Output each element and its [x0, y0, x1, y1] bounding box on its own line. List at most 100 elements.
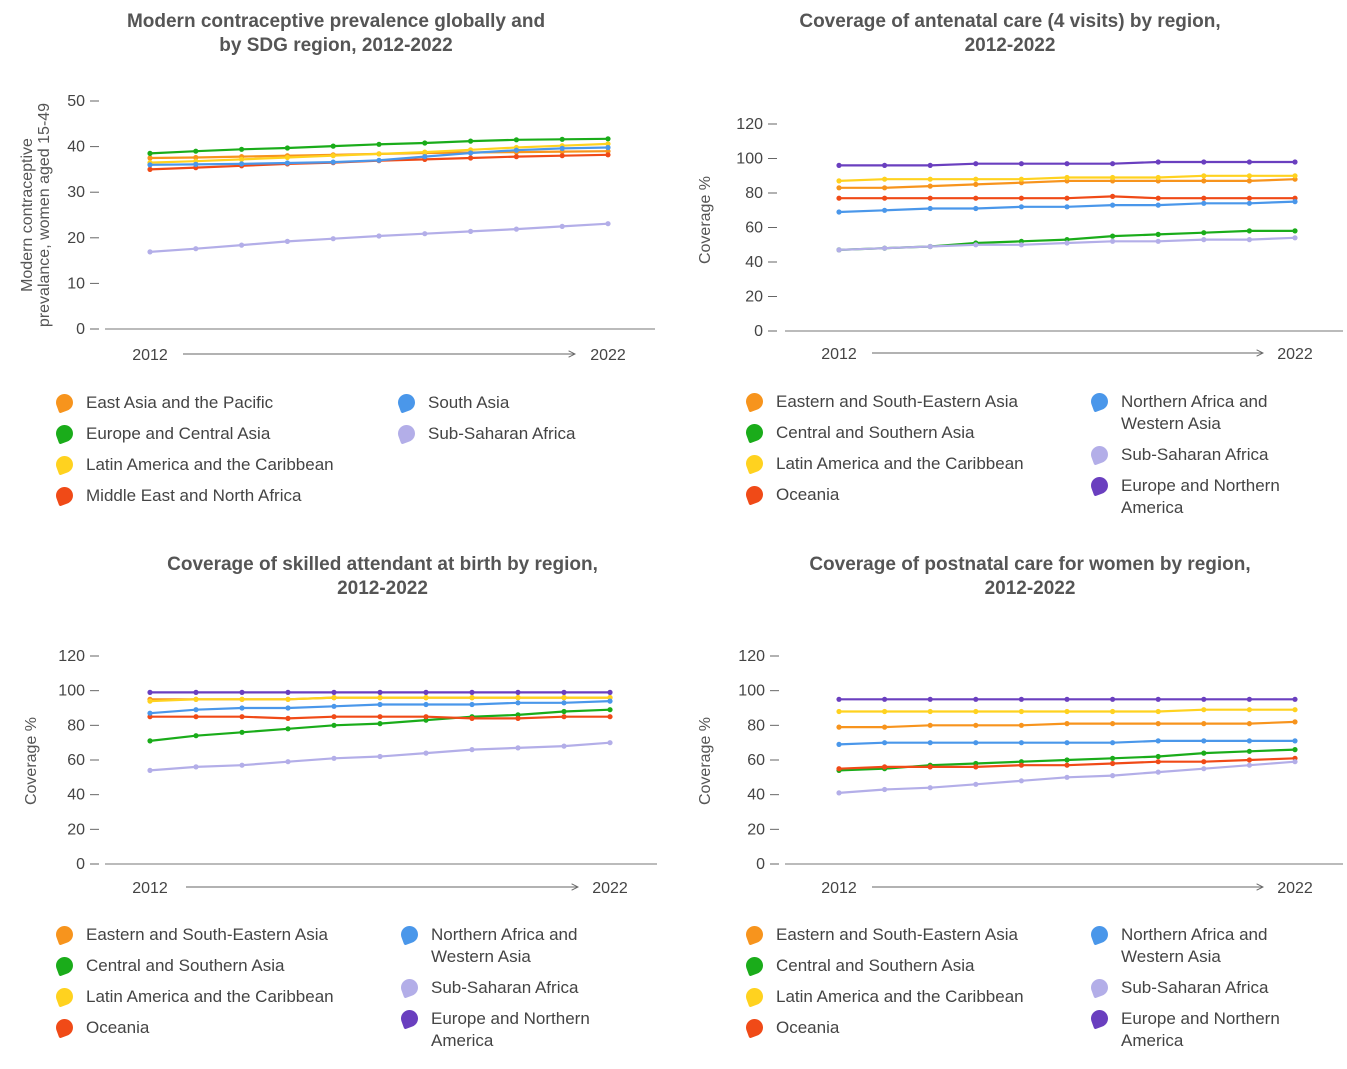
legend-swatch-icon: [743, 452, 766, 475]
data-point: [284, 160, 290, 166]
legend-label: Europe and Northern America: [1121, 476, 1280, 517]
series-south-asia: [147, 144, 611, 168]
data-point: [1155, 753, 1161, 760]
legend-item-oceania: Oceania: [53, 1016, 386, 1039]
chart-title-line-2: 2012-2022: [984, 578, 1076, 599]
data-point: [423, 701, 429, 708]
legend-swatch-icon: [395, 391, 418, 414]
legend-label: Oceania: [776, 485, 840, 504]
data-point: [882, 195, 888, 201]
y-axis-label: Coverage %: [697, 717, 714, 805]
legend-item-middle-east-and-north-africa: Middle East and North Africa: [53, 484, 386, 507]
legend-item-sub-saharan-africa: Sub-Saharan Africa: [398, 976, 616, 999]
data-point: [239, 696, 245, 702]
chart-title-line-1: Modern contraceptive prevalence globally…: [126, 11, 546, 32]
data-point: [1201, 766, 1207, 772]
data-point: [1246, 200, 1252, 206]
data-point: [836, 247, 842, 253]
data-point: [239, 705, 245, 711]
data-point: [1155, 202, 1161, 208]
data-point: [1292, 719, 1298, 725]
data-point: [1201, 178, 1207, 184]
data-point: [836, 724, 842, 730]
data-point: [1064, 757, 1070, 763]
data-point: [561, 695, 567, 701]
data-point: [513, 226, 520, 232]
legend-swatch-icon: [398, 976, 421, 999]
line-chart: 0 20 40 60 80 100 120 Coverage % 2012 2022: [697, 648, 1343, 897]
legend-item-eastern-and-south-eastern-asia: Eastern and South-Eastern Asia: [53, 923, 386, 946]
data-point: [836, 790, 842, 796]
legend-item-central-and-southern-asia: Central and Southern Asia: [53, 954, 386, 977]
data-point: [1246, 748, 1252, 754]
data-point: [331, 695, 337, 701]
data-point: [1064, 708, 1070, 715]
data-point: [836, 162, 842, 168]
data-point: [147, 150, 153, 156]
data-point: [422, 140, 428, 146]
y-tick-label: 10: [67, 275, 85, 292]
y-tick-label: 80: [747, 717, 765, 734]
legend-item-sub-saharan-africa: Sub-Saharan Africa: [395, 422, 728, 445]
data-point: [1292, 199, 1298, 205]
data-point: [1201, 159, 1207, 165]
data-point: [147, 698, 153, 704]
legend-label: Latin America and the Caribbean: [86, 455, 334, 474]
data-point: [1201, 195, 1207, 201]
legend-swatch-icon: [53, 484, 76, 507]
data-point: [1064, 740, 1070, 746]
data-point: [377, 701, 383, 708]
data-point: [285, 689, 291, 695]
data-point: [515, 700, 521, 706]
data-point: [607, 698, 613, 704]
chart-title: Coverage of skilled attendant at birth b…: [60, 553, 705, 601]
data-point: [836, 185, 842, 191]
data-point: [1110, 233, 1116, 239]
data-point: [1110, 755, 1116, 761]
data-point: [973, 195, 979, 201]
data-point: [422, 231, 428, 237]
data-point: [1064, 762, 1070, 768]
data-point: [193, 696, 199, 702]
data-point: [927, 740, 933, 746]
y-tick-label: 0: [756, 856, 765, 873]
data-point: [469, 747, 475, 753]
legend-item-central-and-southern-asia: Central and Southern Asia: [743, 421, 1076, 444]
legend-swatch-icon: [53, 422, 76, 445]
data-point: [1110, 238, 1116, 244]
y-tick-label: 0: [754, 323, 763, 340]
y-tick-label: 60: [67, 752, 85, 769]
legend-swatch-icon: [398, 1007, 421, 1030]
data-point: [331, 755, 337, 761]
data-point: [1064, 195, 1070, 201]
series-northern-africa-and-western-asia: [147, 698, 613, 716]
data-point: [193, 148, 199, 154]
legend-label: Northern Africa and Western Asia: [1121, 392, 1268, 433]
x-end-label: 2022: [592, 880, 628, 897]
data-point: [882, 724, 888, 730]
data-point: [882, 245, 888, 251]
data-point: [239, 689, 245, 695]
y-tick-label: 100: [58, 683, 85, 700]
data-point: [1018, 722, 1024, 728]
data-point: [607, 707, 613, 713]
y-tick-label: 60: [747, 752, 765, 769]
data-point: [1064, 204, 1070, 210]
legend-label: Latin America and the Caribbean: [776, 987, 1024, 1006]
data-point: [1246, 195, 1252, 201]
data-point: [1110, 773, 1116, 779]
data-point: [1018, 161, 1024, 167]
data-point: [1155, 769, 1161, 775]
legend-swatch-icon: [1088, 390, 1111, 413]
legend-item-northern-africa-and-western-asia: Northern Africa and Western Asia: [398, 923, 616, 968]
data-point: [927, 195, 933, 201]
data-point: [331, 689, 337, 695]
data-point: [239, 146, 245, 152]
legend-label: Central and Southern Asia: [86, 956, 285, 975]
line-chart: 0 10 20 30 40 50 Modern contraceptiveprevalanc…: [19, 93, 655, 364]
legend-swatch-icon: [743, 483, 766, 506]
legend-label: Oceania: [86, 1018, 150, 1037]
data-point: [882, 185, 888, 191]
legend-item-europe-and-central-asia: Europe and Central Asia: [53, 422, 386, 445]
legend-label: Sub-Saharan Africa: [431, 978, 579, 997]
